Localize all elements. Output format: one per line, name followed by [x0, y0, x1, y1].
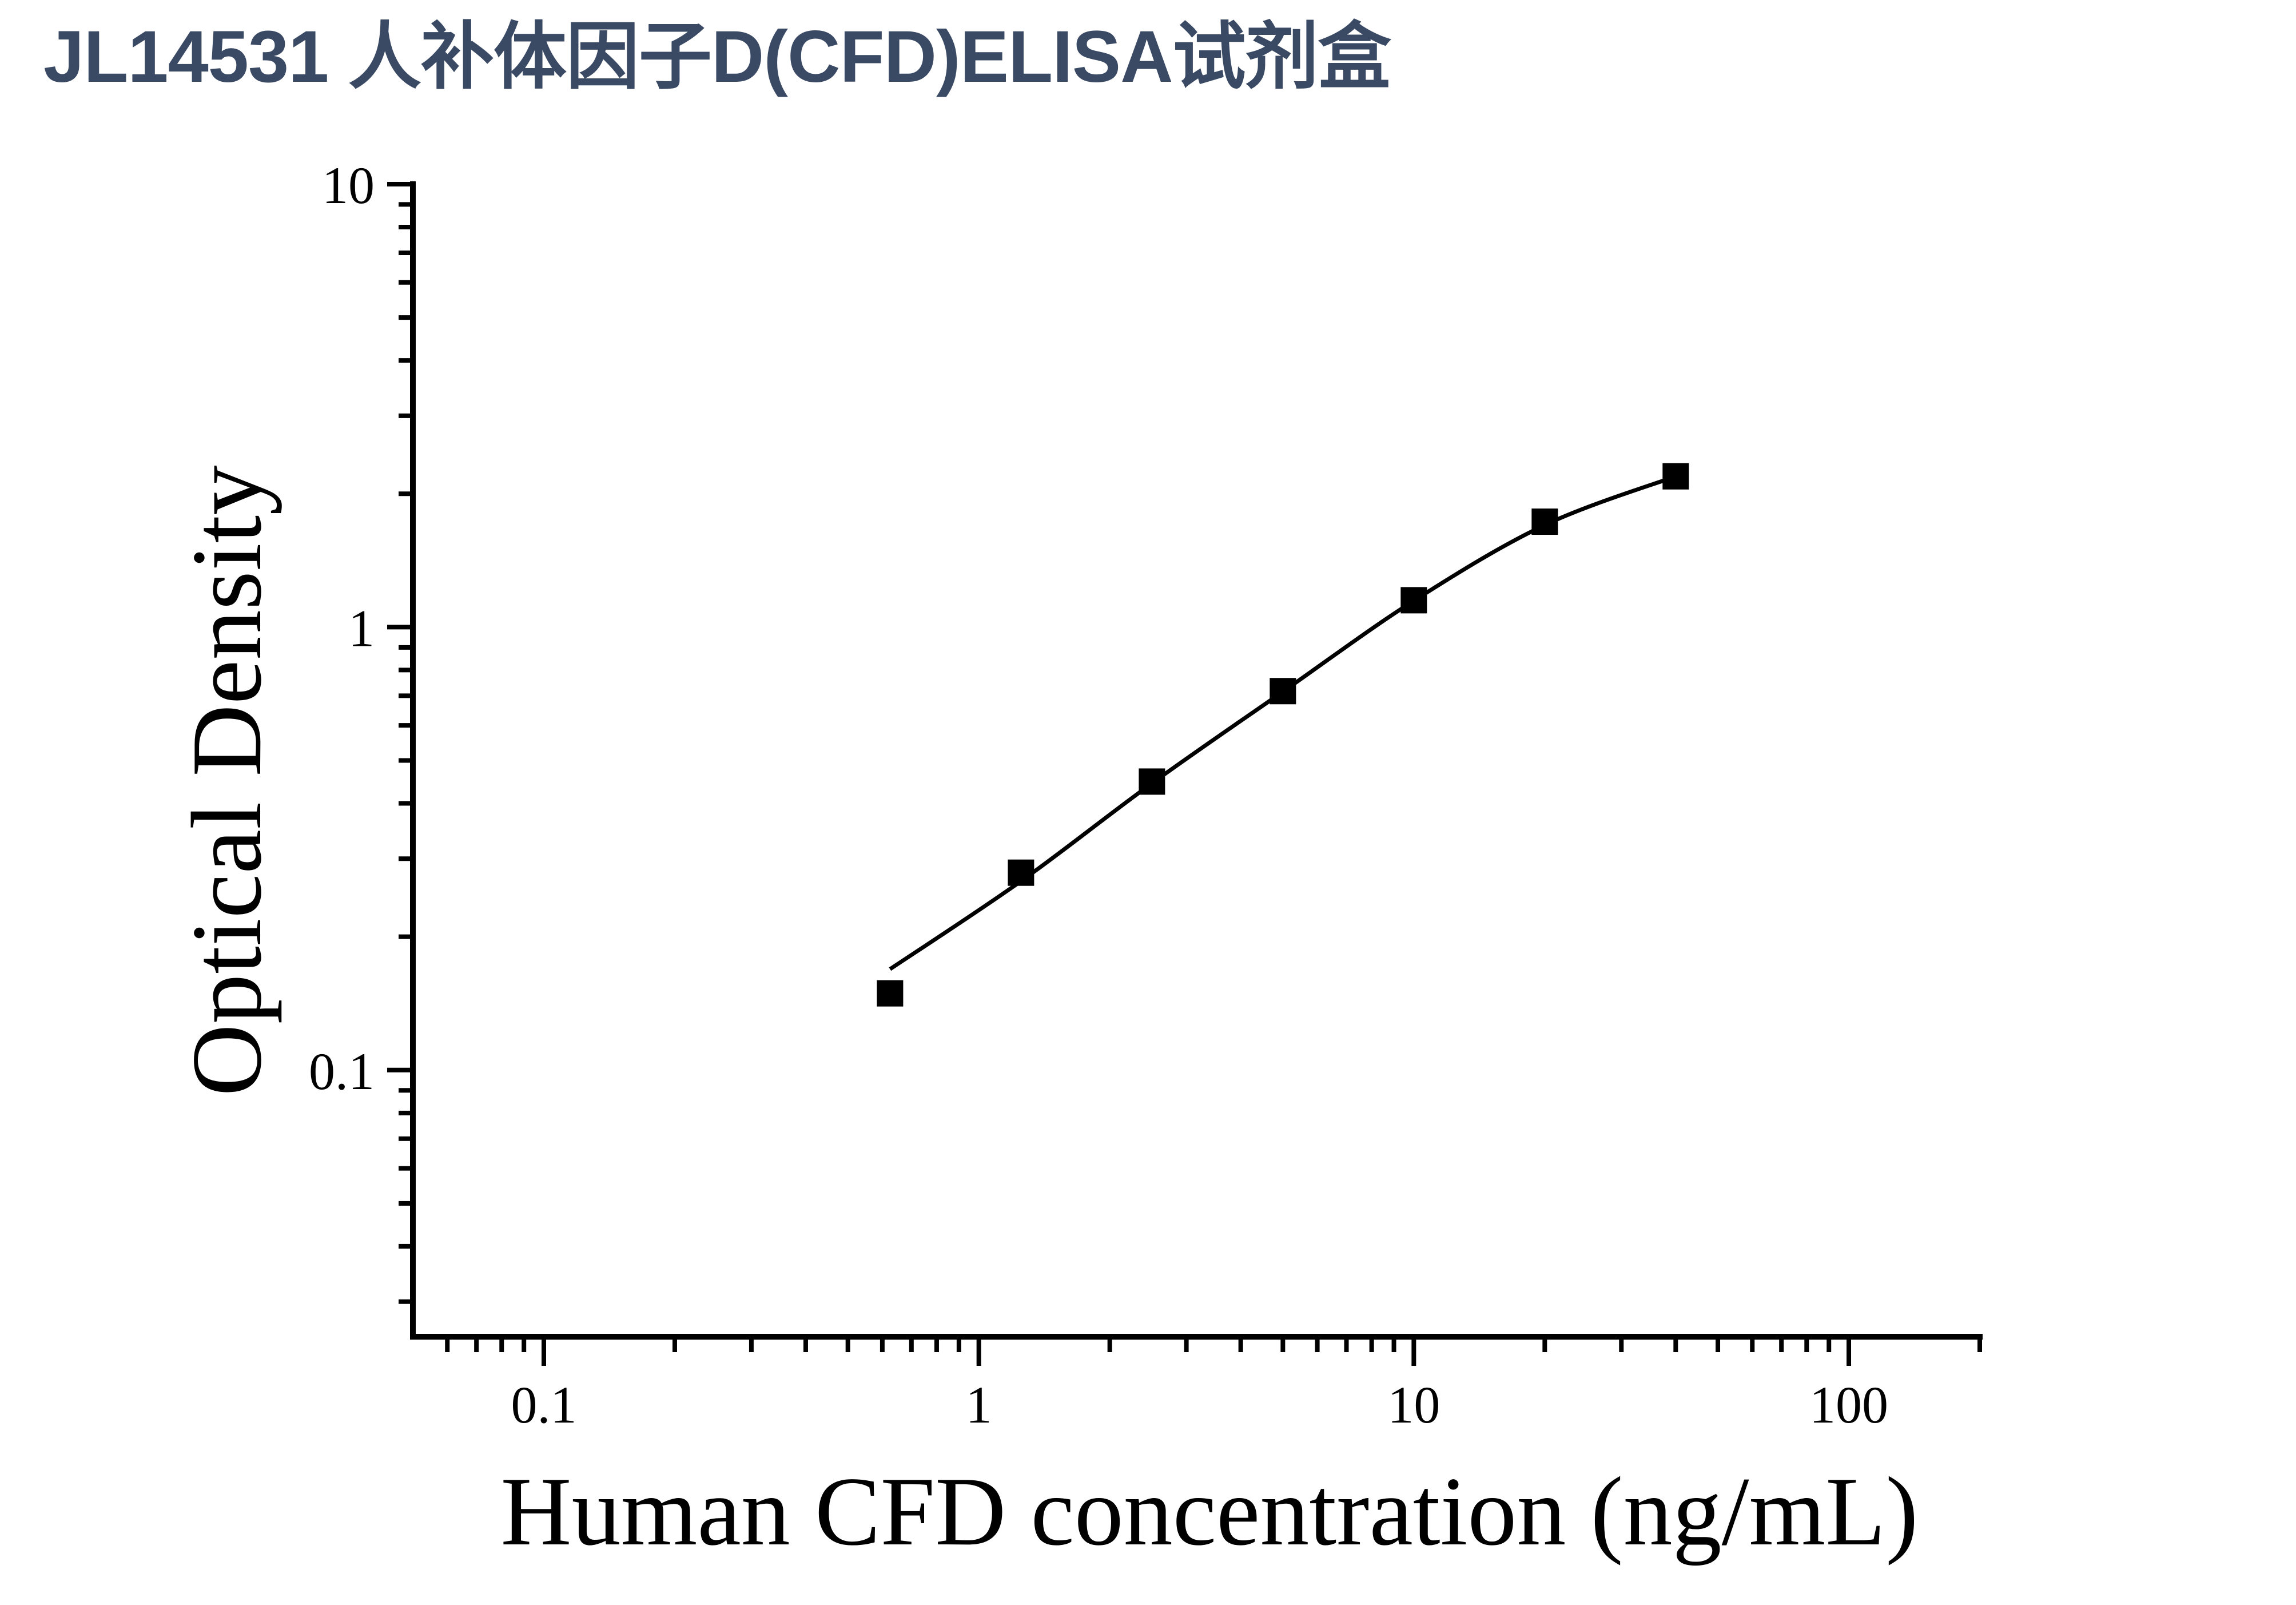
tick-layer [387, 182, 1982, 1366]
x-tick-label: 1 [966, 1376, 992, 1434]
y-tick-label: 1 [348, 599, 375, 657]
data-layer [877, 463, 1689, 1007]
fit-curve [889, 474, 1677, 971]
page-title: JL14531 人补体因子D(CFD)ELISA试剂盒 [43, 16, 1391, 98]
data-point [1531, 508, 1558, 535]
axes-layer [410, 181, 1983, 1340]
tick-label-layer: 0.1 1 10 100 10 1 0.1 [309, 156, 1888, 1434]
x-tick-label: 100 [1809, 1376, 1888, 1434]
x-tick-label: 10 [1387, 1376, 1440, 1434]
data-point [1008, 859, 1034, 886]
data-point [1270, 678, 1296, 705]
data-point [1139, 768, 1165, 795]
data-point [877, 980, 904, 1007]
x-axis-title: Human CFD concentration (ng/mL) [500, 1457, 1918, 1566]
x-tick-label: 0.1 [511, 1376, 576, 1434]
data-point [1662, 463, 1689, 490]
data-point [1400, 587, 1427, 614]
y-axis-title: Optical Density [171, 465, 282, 1096]
y-tick-label: 10 [322, 156, 375, 214]
y-tick-label: 0.1 [309, 1042, 375, 1101]
